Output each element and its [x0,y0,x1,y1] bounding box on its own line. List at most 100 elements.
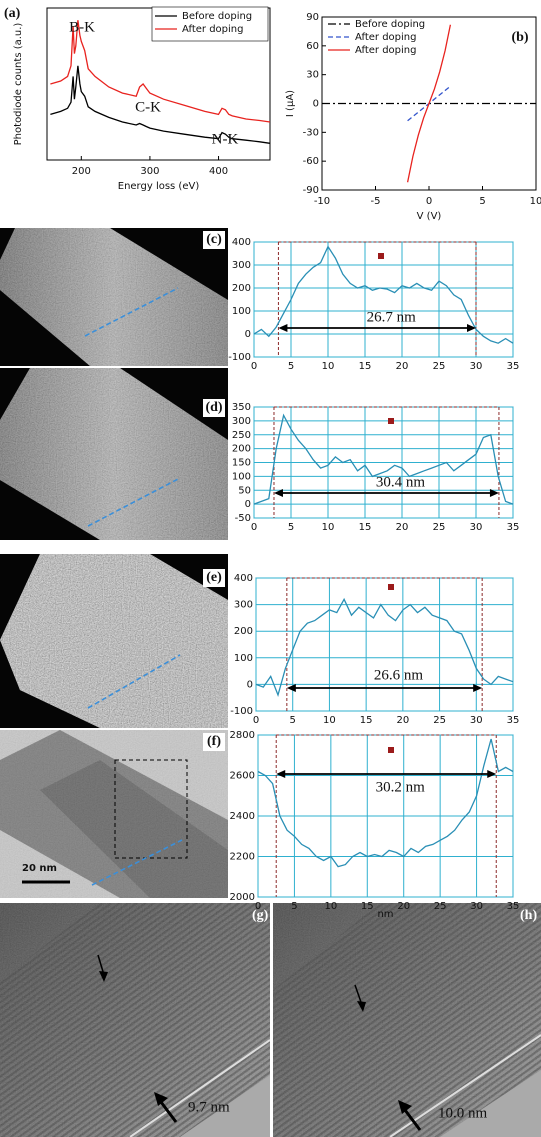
x-tick-label: 25 [433,522,446,533]
panel-label: (b) [511,30,528,45]
x-tick-label: 20 [396,522,409,533]
x-tick-label: 10 [530,196,541,207]
cursor [388,747,394,753]
x-tick-label: 200 [72,166,91,177]
width-label: 30.4 nm [376,474,426,490]
x-tick-label: 5 [290,715,296,726]
x-tick-label: 25 [433,715,446,726]
x-tick-label: 30 [470,901,483,912]
y-tick-label: -50 [235,513,251,524]
x-tick-label: 10 [322,522,335,533]
x-tick-label: 20 [396,361,409,372]
micrograph-e [0,554,228,728]
legend-label: Before doping [355,19,425,30]
label-box [203,231,225,249]
y-tick-label: -90 [303,185,319,196]
x-tick-label: 35 [507,522,520,533]
x-tick-label: 15 [359,361,372,372]
y-tick-label: 400 [234,573,253,584]
x-tick-label: 35 [507,901,520,912]
y-tick-label: 300 [232,260,251,271]
cursor [378,253,384,259]
micrograph-g: 9.7 nm (g) [0,903,271,1137]
x-tick-label: 30 [470,361,483,372]
x-tick-label: 10 [322,361,335,372]
y-tick-label: -60 [303,156,319,167]
x-tick-label: 0 [251,361,257,372]
micrograph-f: 20 nm [0,730,228,898]
y-tick-label: -30 [303,127,319,138]
cursor [388,418,394,424]
arrow-head [487,770,497,778]
legend-label: Before doping [182,11,252,22]
width-label: 30.2 nm [376,779,426,795]
x-tick-label: 30 [470,715,483,726]
y-tick-label: 100 [232,471,251,482]
series-line [50,20,271,123]
y-tick-label: 300 [232,416,251,427]
panel-label: (c) [206,232,222,247]
x-tick-label: 0 [426,196,432,207]
series-line [255,597,514,698]
x-tick-label: 30 [470,522,483,533]
y-tick-label: 150 [232,458,251,469]
legend-label: After doping [355,32,416,43]
y-tick-label: 2400 [230,811,255,822]
x-tick-label: 5 [291,901,297,912]
panel-label: (f) [207,734,221,749]
x-tick-label: 300 [140,166,159,177]
series-line [253,245,514,344]
arrow-head [473,684,483,692]
y-tick-label: 2200 [230,852,255,863]
micrograph-h: 10.0 nm (h) [273,903,541,1137]
y-tick-label: 50 [238,485,251,496]
fringe-width: 9.7 nm [188,1099,230,1115]
y-tick-label: 350 [232,402,251,413]
x-tick-label: 25 [434,901,447,912]
y-tick-label: 400 [232,237,251,248]
x-tick-label: 20 [396,715,409,726]
panel-label: (d) [205,400,222,415]
y-tick-label: 200 [234,626,253,637]
y-tick-label: 2000 [230,892,255,903]
x-tick-label: 0 [253,715,259,726]
y-tick-label: 0 [247,679,253,690]
x-tick-label: -10 [314,196,330,207]
arrow-head [286,684,296,692]
x-tick-label: 5 [288,361,294,372]
panel-label: (h) [520,908,537,923]
x-tick-label: 25 [433,361,446,372]
series-line [253,413,514,505]
legend-box [151,6,269,42]
y-tick-label: 100 [232,306,251,317]
y-axis-label: Photodiode counts (a.u.) [13,23,24,146]
arrow-head [489,489,499,497]
x-tick-label: 35 [507,361,520,372]
y-tick-label: 200 [232,283,251,294]
x-axis-label: V (V) [417,211,442,222]
width-label: 26.6 nm [374,667,424,683]
legend-label: After doping [182,24,243,35]
y-tick-label: 2600 [230,771,255,782]
y-tick-label: -100 [228,352,251,363]
y-tick-label: 100 [234,653,253,664]
y-axis-label: I (μA) [285,90,296,117]
label-box [203,733,225,751]
micrograph-c [0,228,228,366]
y-tick-label: 2800 [230,730,255,741]
label-box [203,399,225,417]
x-tick-label: 15 [359,522,372,533]
x-tick-label: 15 [361,901,374,912]
arrow-head [278,324,288,332]
series-line [257,738,514,868]
y-tick-label: 60 [306,41,319,52]
x-tick-label: 35 [507,715,520,726]
x-axis-label: Energy loss (eV) [118,181,200,192]
micrograph-d [0,368,228,540]
x-tick-label: 400 [209,166,228,177]
plot-area [253,241,514,358]
y-tick-label: 0 [245,329,251,340]
y-tick-label: 30 [306,70,319,81]
